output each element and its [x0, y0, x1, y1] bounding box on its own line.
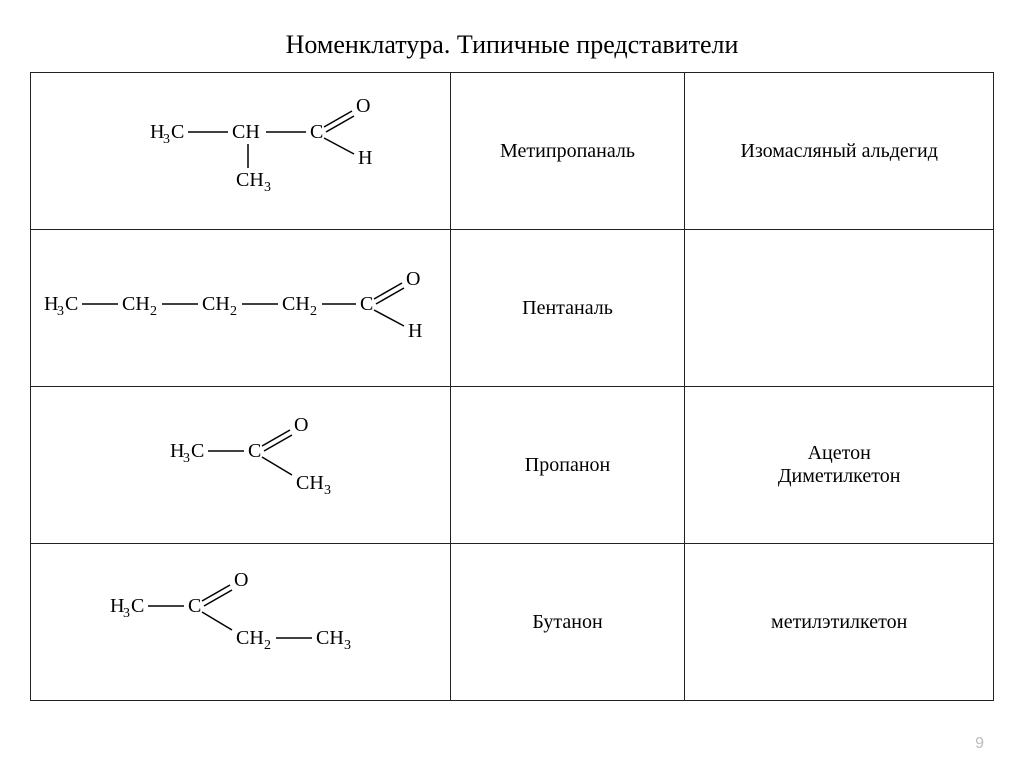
svg-text:3: 3 — [57, 304, 64, 319]
formula-cell: H 3 C CH 2 CH 2 CH 2 C — [31, 230, 451, 387]
structure-butanone: H 3 C C O CH 2 CH 3 — [80, 564, 400, 674]
svg-text:2: 2 — [150, 304, 157, 319]
svg-text:2: 2 — [310, 304, 317, 319]
svg-text:CH: CH — [296, 472, 324, 494]
svg-text:CH: CH — [282, 293, 310, 315]
svg-text:C: C — [171, 121, 184, 143]
slide-number: 9 — [975, 735, 984, 753]
table-row: H 3 C C O CH 3 Пропанон Ацетон Димети — [31, 387, 994, 544]
svg-text:CH: CH — [232, 121, 260, 143]
slide: Номенклатура. Типичные представители H 3… — [0, 0, 1024, 767]
svg-text:CH: CH — [316, 627, 344, 649]
svg-text:O: O — [356, 95, 370, 117]
structure-methylpropanal: H 3 C CH CH 3 C — [90, 88, 390, 208]
svg-text:O: O — [294, 414, 308, 436]
table-row: H 3 C CH 2 CH 2 CH 2 C — [31, 230, 994, 387]
svg-text:CH: CH — [122, 293, 150, 315]
iupac-name-cell: Пентаналь — [450, 230, 685, 387]
nomenclature-table: H 3 C CH CH 3 C — [30, 72, 994, 701]
trivial-line1: Ацетон Диметилкетон — [778, 442, 901, 487]
formula-cell: H 3 C C O CH 2 CH 3 — [31, 544, 451, 701]
svg-text:H: H — [358, 147, 372, 169]
svg-text:CH: CH — [236, 169, 264, 191]
iupac-name-cell: Пропанон — [450, 387, 685, 544]
svg-text:CH: CH — [202, 293, 230, 315]
page-title: Номенклатура. Типичные представители — [30, 30, 994, 60]
svg-text:C: C — [188, 595, 201, 617]
svg-text:2: 2 — [230, 304, 237, 319]
svg-text:O: O — [234, 569, 248, 591]
svg-text:C: C — [191, 440, 204, 462]
svg-text:O: O — [406, 268, 420, 290]
table-row: H 3 C C O CH 2 CH 3 — [31, 544, 994, 701]
svg-text:3: 3 — [264, 180, 271, 195]
iupac-name-cell: Бутанон — [450, 544, 685, 701]
svg-text:2: 2 — [264, 638, 271, 653]
trivial-name-cell: Ацетон Диметилкетон — [685, 387, 994, 544]
svg-text:C: C — [360, 293, 373, 315]
svg-text:3: 3 — [344, 638, 351, 653]
svg-text:C: C — [65, 293, 78, 315]
svg-text:3: 3 — [183, 451, 190, 466]
table-row: H 3 C CH CH 3 C — [31, 73, 994, 230]
svg-text:C: C — [248, 440, 261, 462]
svg-text:3: 3 — [163, 132, 170, 147]
formula-cell: H 3 C C O CH 3 — [31, 387, 451, 544]
svg-text:CH: CH — [236, 627, 264, 649]
structure-pentanal: H 3 C CH 2 CH 2 CH 2 C — [40, 255, 440, 355]
trivial-name-cell: Изомасляный альдегид — [685, 73, 994, 230]
svg-text:H: H — [408, 320, 422, 342]
svg-text:3: 3 — [324, 483, 331, 498]
svg-text:C: C — [131, 595, 144, 617]
svg-text:C: C — [310, 121, 323, 143]
svg-text:3: 3 — [123, 606, 130, 621]
iupac-name-cell: Метипропаналь — [450, 73, 685, 230]
structure-propanone: H 3 C C O CH 3 — [110, 407, 370, 517]
trivial-name-cell: метилэтилкетон — [685, 544, 994, 701]
trivial-name-cell — [685, 230, 994, 387]
formula-cell: H 3 C CH CH 3 C — [31, 73, 451, 230]
